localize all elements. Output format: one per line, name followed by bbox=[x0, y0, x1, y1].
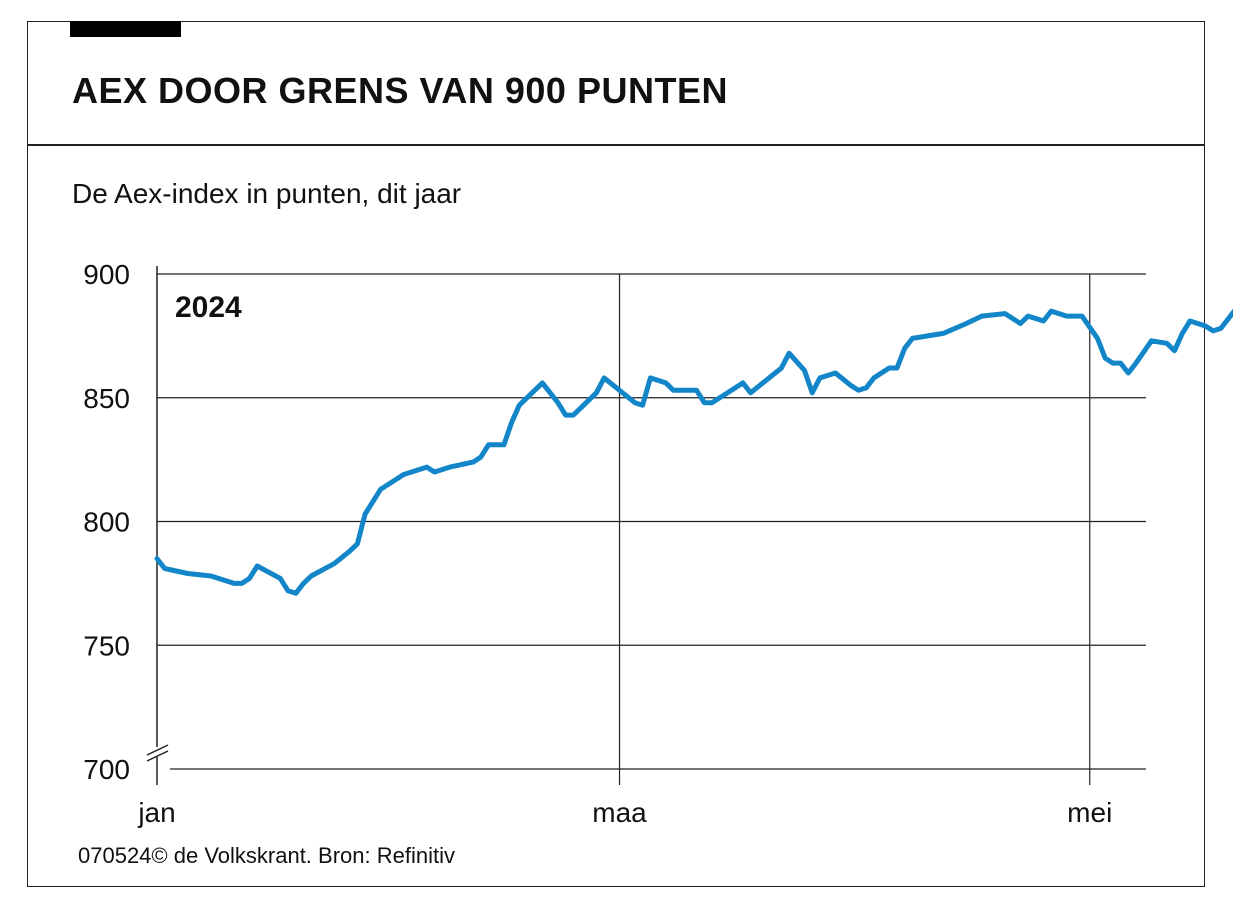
x-axis: jan maa mei bbox=[137, 797, 1112, 828]
x-tick-label-mei: mei bbox=[1067, 797, 1112, 828]
y-tick-label-750: 750 bbox=[83, 630, 130, 661]
y-tick-label-800: 800 bbox=[83, 507, 130, 538]
y-axis: 700 750 800 850 900 bbox=[83, 259, 169, 785]
header-divider bbox=[27, 144, 1205, 146]
y-tick-label-700: 700 bbox=[83, 754, 130, 785]
year-annotation: 2024 bbox=[175, 291, 242, 324]
x-tick-label-maa: maa bbox=[592, 797, 647, 828]
chart-frame bbox=[27, 21, 1205, 887]
y-tick-label-850: 850 bbox=[83, 383, 130, 414]
axis-break-mark bbox=[146, 750, 169, 762]
chart-title: AEX DOOR GRENS VAN 900 PUNTEN bbox=[72, 70, 728, 111]
x-tick-label-jan: jan bbox=[137, 797, 175, 828]
source-credit: 070524© de Volkskrant. Bron: Refinitiv bbox=[78, 843, 455, 868]
series-line bbox=[154, 308, 1233, 596]
series-group bbox=[154, 308, 1233, 596]
accent-bar bbox=[70, 21, 181, 37]
y-tick-label-900: 900 bbox=[83, 259, 130, 290]
gridlines bbox=[157, 273, 1146, 785]
chart-subtitle: De Aex-index in punten, dit jaar bbox=[72, 178, 462, 209]
axis-break-mark bbox=[146, 744, 169, 756]
